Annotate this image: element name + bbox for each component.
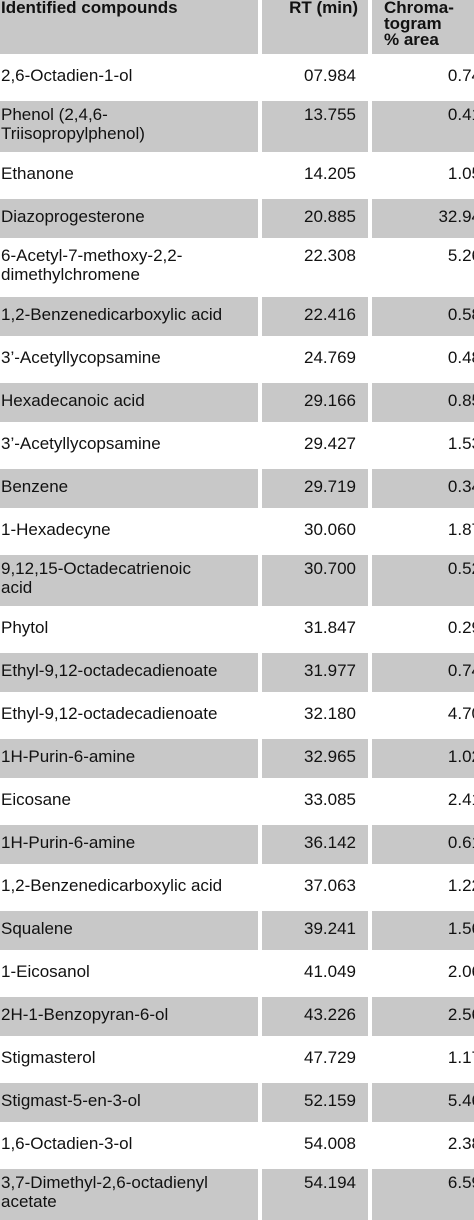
retention-time-cell: 32.965: [262, 739, 368, 778]
area-percent-cell: 4.70: [447, 704, 474, 723]
retention-time-cell: 47.729: [304, 1048, 356, 1067]
retention-time-cell: 54.194: [262, 1169, 368, 1220]
retention-time-cell: 31.977: [262, 653, 368, 692]
header-rt-min: RT (min): [262, 0, 368, 54]
retention-time-cell: 29.719: [262, 469, 368, 508]
area-percent-cell: 1.05: [447, 164, 474, 183]
compound-name-cell: 6-Acetyl-7-methoxy-2,2- dimethylchromene: [1, 246, 183, 284]
area-percent-cell: 1.22: [447, 876, 474, 895]
retention-time-cell: 22.416: [262, 297, 368, 336]
retention-time-cell: 29.427: [304, 434, 356, 453]
compound-name-cell: 3,7-Dimethyl-2,6-octadienyl acetate: [0, 1169, 258, 1220]
retention-time-cell: 29.166: [262, 383, 368, 422]
header-chromatogram-area-text: Chroma- togram % area: [384, 0, 454, 49]
compound-name-cell: Squalene: [0, 911, 258, 950]
area-percent-cell: 1.53: [447, 434, 474, 453]
area-percent-cell: 2.56: [372, 997, 474, 1036]
area-percent-cell: 0.52: [372, 555, 474, 606]
compound-name-cell: 1-Eicosanol: [1, 962, 90, 981]
header-identified-compounds: Identified compounds: [0, 0, 258, 54]
retention-time-cell: 32.180: [304, 704, 356, 723]
retention-time-cell: 36.142: [262, 825, 368, 864]
area-percent-cell: 0.48: [447, 348, 474, 367]
retention-time-cell: 33.085: [304, 790, 356, 809]
area-percent-cell: 0.61: [372, 825, 474, 864]
area-percent-cell: 0.74: [372, 653, 474, 692]
compound-name-cell: Ethyl-9,12-octadecadienoate: [0, 653, 258, 692]
compound-name-cell: Phenol (2,4,6- Triisopropylphenol): [0, 101, 258, 152]
retention-time-cell: 24.769: [304, 348, 356, 367]
compound-name-cell: 2,6-Octadien-1-ol: [1, 66, 133, 85]
retention-time-cell: 54.008: [304, 1134, 356, 1153]
retention-time-cell: 37.063: [304, 876, 356, 895]
area-percent-cell: 2.06: [447, 962, 474, 981]
compound-name-cell: Diazoprogesterone: [0, 199, 258, 238]
retention-time-cell: 31.847: [304, 618, 356, 637]
retention-time-cell: 30.060: [304, 520, 356, 539]
area-percent-cell: 1.02: [372, 739, 474, 778]
compound-name-cell: Eicosane: [1, 790, 71, 809]
area-percent-cell: 1.56: [372, 911, 474, 950]
compound-name-cell: Stigmast-5-en-3-ol: [0, 1083, 258, 1122]
compound-name-cell: Ethanone: [1, 164, 74, 183]
header-chromatogram-area: Chroma- togram % area: [372, 0, 474, 54]
retention-time-cell: 13.755: [262, 101, 368, 152]
retention-time-cell: 52.159: [262, 1083, 368, 1122]
retention-time-cell: 20.885: [262, 199, 368, 238]
compound-name-cell: Benzene: [0, 469, 258, 508]
compound-name-cell: 2H-1-Benzopyran-6-ol: [0, 997, 258, 1036]
compound-name-cell: Hexadecanoic acid: [0, 383, 258, 422]
compound-name-cell: 1,6-Octadien-3-ol: [1, 1134, 133, 1153]
area-percent-cell: 6.59: [372, 1169, 474, 1220]
compound-name-cell: 1,2-Benzenedicarboxylic acid: [1, 876, 223, 895]
compound-name-cell: 1,2-Benzenedicarboxylic acid: [0, 297, 258, 336]
compound-name-cell: 1-Hexadecyne: [1, 520, 111, 539]
area-percent-cell: 0.29: [447, 618, 474, 637]
area-percent-cell: 5.26: [447, 246, 474, 265]
retention-time-cell: 30.700: [262, 555, 368, 606]
retention-time-cell: 22.308: [304, 246, 356, 265]
compound-name-cell: 3’-Acetyllycopsamine: [1, 348, 161, 367]
compound-name-cell: Stigmasterol: [1, 1048, 96, 1067]
area-percent-cell: 0.34: [372, 469, 474, 508]
compound-name-cell: 1H-Purin-6-amine: [0, 739, 258, 778]
compound-name-cell: 3’-Acetyllycopsamine: [1, 434, 161, 453]
retention-time-cell: 14.205: [304, 164, 356, 183]
area-percent-cell: 2.38: [447, 1134, 474, 1153]
compound-name-cell: Ethyl-9,12-octadecadienoate: [1, 704, 218, 723]
retention-time-cell: 43.226: [262, 997, 368, 1036]
area-percent-cell: 2.41: [447, 790, 474, 809]
area-percent-cell: 32.94: [372, 199, 474, 238]
retention-time-cell: 07.984: [304, 66, 356, 85]
area-percent-cell: 5.46: [372, 1083, 474, 1122]
area-percent-cell: 0.41: [372, 101, 474, 152]
area-percent-cell: 1.87: [447, 520, 474, 539]
area-percent-cell: 0.74: [447, 66, 474, 85]
compound-name-cell: 1H-Purin-6-amine: [0, 825, 258, 864]
area-percent-cell: 0.58: [372, 297, 474, 336]
compound-name-cell: Phytol: [1, 618, 49, 637]
retention-time-cell: 41.049: [304, 962, 356, 981]
compound-name-cell: 9,12,15-Octadecatrienoic acid: [0, 555, 258, 606]
area-percent-cell: 1.17: [447, 1048, 474, 1067]
area-percent-cell: 0.85: [372, 383, 474, 422]
retention-time-cell: 39.241: [262, 911, 368, 950]
